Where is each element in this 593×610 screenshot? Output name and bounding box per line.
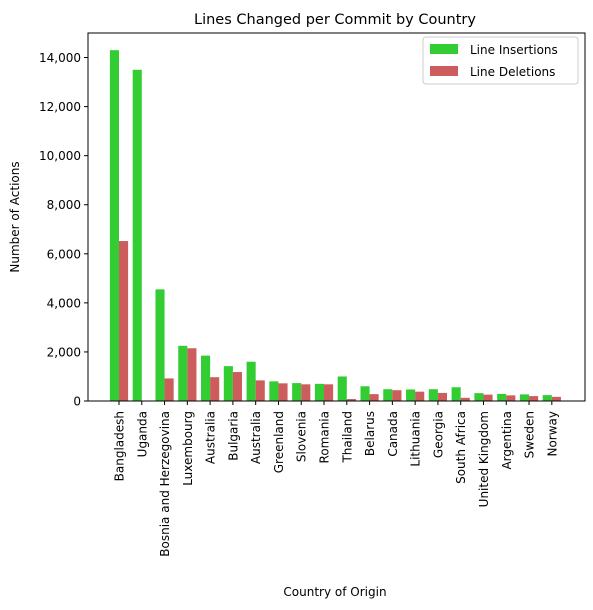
x-tick-label-8: Slovenia [295, 411, 309, 462]
x-tick-label-14: Georgia [431, 411, 445, 458]
y-tick-label-4: 8,000 [47, 198, 81, 212]
bar-deletions-6 [255, 380, 265, 401]
x-tick-label-13: Lithuania [409, 411, 423, 467]
bar-insertions-10 [337, 376, 347, 401]
x-axis-label: Country of Origin [283, 585, 386, 599]
bars-group [109, 50, 561, 402]
bar-insertions-13 [406, 389, 416, 401]
x-tick-label-10: Thailand [340, 411, 354, 464]
bar-deletions-11 [369, 394, 379, 401]
bar-insertions-18 [519, 394, 530, 401]
legend-frame [422, 36, 579, 85]
x-tick-label-16: United Kingdom [477, 411, 491, 507]
x-tick-label-17: Argentina [500, 411, 514, 470]
x-tick-label-19: Norway [545, 411, 559, 457]
bar-insertions-14 [428, 389, 438, 401]
y-tick-label-2: 4,000 [47, 296, 81, 310]
x-tick-label-9: Romania [318, 411, 332, 463]
legend-swatch-deletions [430, 66, 458, 76]
bar-deletions-12 [392, 390, 402, 401]
x-tick-label-12: Canada [386, 411, 400, 457]
bar-insertions-3 [178, 345, 188, 401]
bar-insertions-7 [269, 381, 279, 401]
x-tick-label-3: Luxembourg [181, 411, 195, 486]
bar-deletions-3 [187, 348, 197, 401]
legend-label-insertions: Line Insertions [470, 43, 558, 57]
x-tick-label-7: Greenland [272, 411, 286, 473]
bar-insertions-1 [132, 69, 142, 402]
y-tick-label-1: 2,000 [47, 345, 81, 359]
bar-insertions-12 [383, 389, 393, 401]
bar-deletions-16 [483, 394, 493, 401]
bar-deletions-10 [346, 399, 356, 401]
y-tick-label-5: 10,000 [39, 149, 81, 163]
bar-deletions-18 [529, 396, 539, 401]
legend-swatch-insertions [430, 44, 458, 54]
y-tick-label-6: 12,000 [39, 100, 81, 114]
x-tick-label-18: Sweden [523, 411, 537, 458]
y-axis-label: Number of Actions [8, 161, 22, 272]
bar-deletions-14 [437, 392, 448, 401]
x-tick-label-11: Belarus [363, 411, 377, 456]
y-tick-label-0: 0 [73, 395, 81, 409]
bar-deletions-0 [119, 241, 129, 401]
bar-deletions-2 [164, 378, 174, 401]
x-axis: Bangladesh Uganda Bosnia and Herzegovina Lu… [113, 401, 559, 557]
bar-insertions-2 [155, 289, 165, 401]
bar-deletions-7 [278, 383, 288, 401]
bar-deletions-4 [210, 377, 220, 401]
x-tick-label-15: South Africa [454, 411, 468, 484]
y-tick-label-3: 6,000 [47, 247, 81, 261]
bar-insertions-16 [474, 393, 484, 401]
bar-deletions-9 [324, 384, 334, 401]
bar-deletions-5 [232, 372, 242, 401]
bar-insertions-6 [246, 361, 256, 401]
legend-label-deletions: Line Deletions [470, 65, 555, 79]
bar-insertions-5 [223, 366, 233, 401]
bar-insertions-11 [360, 386, 370, 401]
bar-insertions-19 [542, 395, 552, 401]
bar-insertions-17 [497, 393, 507, 401]
x-tick-label-1: Uganda [135, 411, 149, 457]
bar-insertions-4 [201, 355, 211, 401]
bar-deletions-15 [460, 397, 470, 401]
bar-deletions-19 [551, 396, 561, 401]
bar-deletions-8 [301, 384, 311, 401]
x-tick-label-5: Bulgaria [226, 411, 240, 461]
bar-insertions-0 [109, 50, 119, 401]
bar-deletions-13 [415, 391, 425, 401]
bar-insertions-8 [292, 383, 302, 401]
x-tick-label-6: Australia [249, 411, 263, 464]
plot-frame [87, 32, 586, 402]
x-tick-label-2: Bosnia and Herzegovina [158, 411, 172, 557]
y-axis: 0 2,000 4,000 6,000 8,000 10,000 12,000 14,000 [39, 51, 88, 409]
x-tick-label-4: Australia [204, 411, 218, 464]
bar-deletions-17 [506, 395, 516, 401]
x-tick-label-0: Bangladesh [113, 411, 127, 481]
legend: Line Insertions Line Deletions [422, 36, 579, 85]
bar-insertions-15 [451, 387, 461, 401]
chart-title: Lines Changed per Commit by Country [194, 12, 476, 28]
bar-insertions-9 [314, 383, 325, 401]
y-tick-label-7: 14,000 [39, 51, 81, 65]
